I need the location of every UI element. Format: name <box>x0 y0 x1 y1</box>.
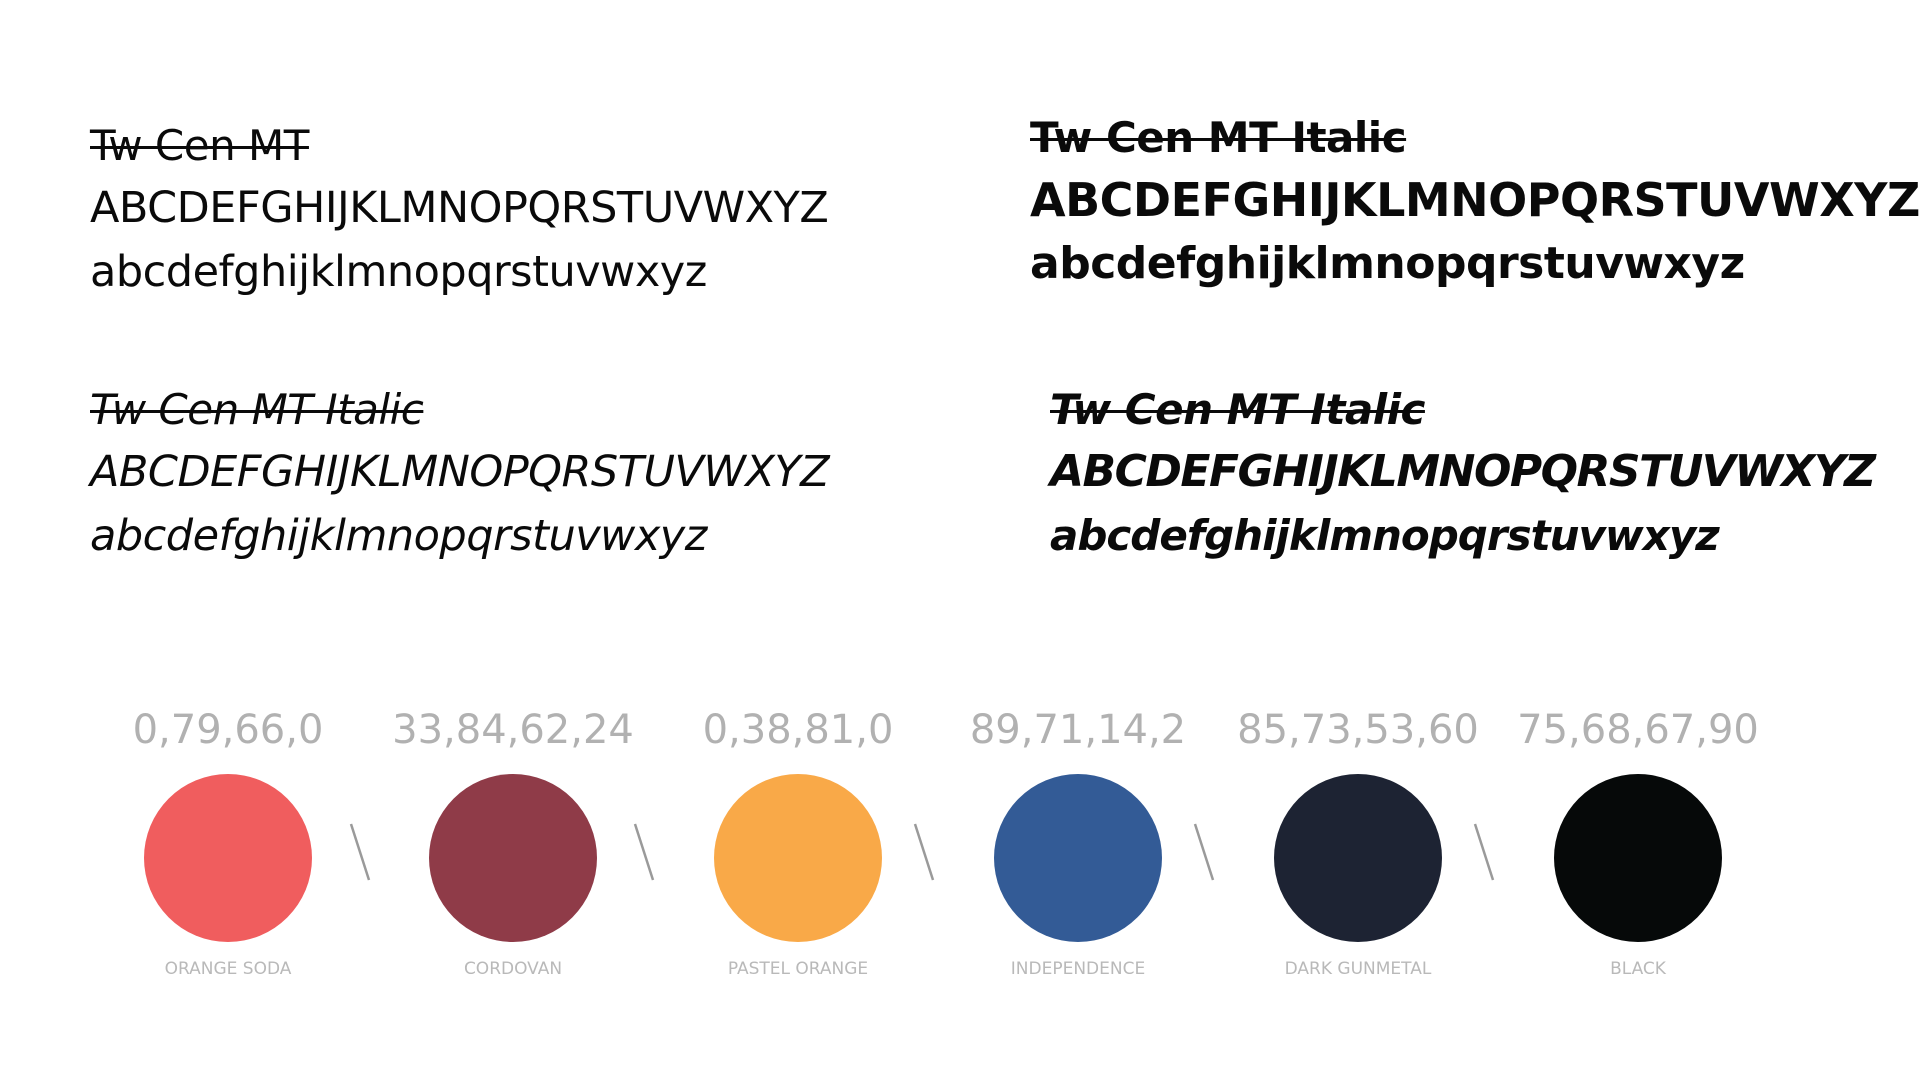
uppercase-alphabet: ABCDEFGHIJKLMNOPQRSTUVWXYZ <box>90 183 829 233</box>
typeface-specimen-bold: Tw Cen MT Italic ABCDEFGHIJKLMNOPQRSTUVW… <box>1030 108 1920 296</box>
color-swatch-cordovan: 33,84,62,24 CORDOVAN <box>383 700 643 980</box>
lowercase-alphabet: abcdefghijklmnopqrstuvwxyz <box>1030 238 1745 289</box>
color-circle <box>144 774 312 942</box>
separator-slash <box>1473 822 1495 882</box>
color-circle <box>994 774 1162 942</box>
cmyk-value: 75,68,67,90 <box>1517 707 1759 753</box>
separator-slash <box>633 822 655 882</box>
cmyk-value: 0,38,81,0 <box>702 707 894 753</box>
color-circle <box>1274 774 1442 942</box>
uppercase-alphabet: ABCDEFGHIJKLMNOPQRSTUVWXYZ <box>90 447 830 497</box>
color-name: ORANGE SODA <box>164 959 292 979</box>
color-swatch-black: 75,68,67,90 BLACK <box>1508 700 1768 980</box>
color-circle <box>429 774 597 942</box>
cmyk-value: 33,84,62,24 <box>392 707 634 753</box>
font-name: Tw Cen MT <box>90 121 309 170</box>
color-swatch-independence: 89,71,14,2 INDEPENDENCE <box>948 700 1208 980</box>
separator-slash <box>913 822 935 882</box>
color-name: DARK GUNMETAL <box>1284 959 1432 979</box>
color-name: CORDOVAN <box>463 959 563 979</box>
color-swatch-pastel-orange: 0,38,81,0 PASTEL ORANGE <box>668 700 928 980</box>
separator-slash <box>349 822 371 882</box>
typeface-specimen-bold-italic: Tw Cen MT Italic ABCDEFGHIJKLMNOPQRSTUVW… <box>1050 380 1876 568</box>
cmyk-value: 0,79,66,0 <box>132 707 324 753</box>
color-name: BLACK <box>1610 959 1666 979</box>
color-swatch-dark-gunmetal: 85,73,53,60 DARK GUNMETAL <box>1228 700 1488 980</box>
uppercase-alphabet: ABCDEFGHIJKLMNOPQRSTUVWXYZ <box>1030 173 1920 227</box>
font-name: Tw Cen MT Italic <box>90 385 424 434</box>
typeface-specimen-italic: Tw Cen MT Italic ABCDEFGHIJKLMNOPQRSTUVW… <box>90 380 830 568</box>
color-name: PASTEL ORANGE <box>727 959 869 979</box>
font-name: Tw Cen MT Italic <box>1030 113 1407 162</box>
cmyk-value: 85,73,53,60 <box>1237 707 1479 753</box>
font-name: Tw Cen MT Italic <box>1050 385 1425 434</box>
lowercase-alphabet: abcdefghijklmnopqrstuvwxyz <box>90 511 707 561</box>
color-swatch-orange-soda: 0,79,66,0 ORANGE SODA <box>98 700 358 980</box>
cmyk-value: 89,71,14,2 <box>969 707 1187 753</box>
color-name: INDEPENDENCE <box>1010 959 1146 979</box>
lowercase-alphabet: abcdefghijklmnopqrstuvwxyz <box>1050 511 1720 560</box>
typeface-specimen-regular: Tw Cen MT ABCDEFGHIJKLMNOPQRSTUVWXYZ abc… <box>90 116 829 304</box>
uppercase-alphabet: ABCDEFGHIJKLMNOPQRSTUVWXYZ <box>1050 446 1876 497</box>
color-circle <box>714 774 882 942</box>
lowercase-alphabet: abcdefghijklmnopqrstuvwxyz <box>90 247 707 297</box>
color-circle <box>1554 774 1722 942</box>
separator-slash <box>1193 822 1215 882</box>
